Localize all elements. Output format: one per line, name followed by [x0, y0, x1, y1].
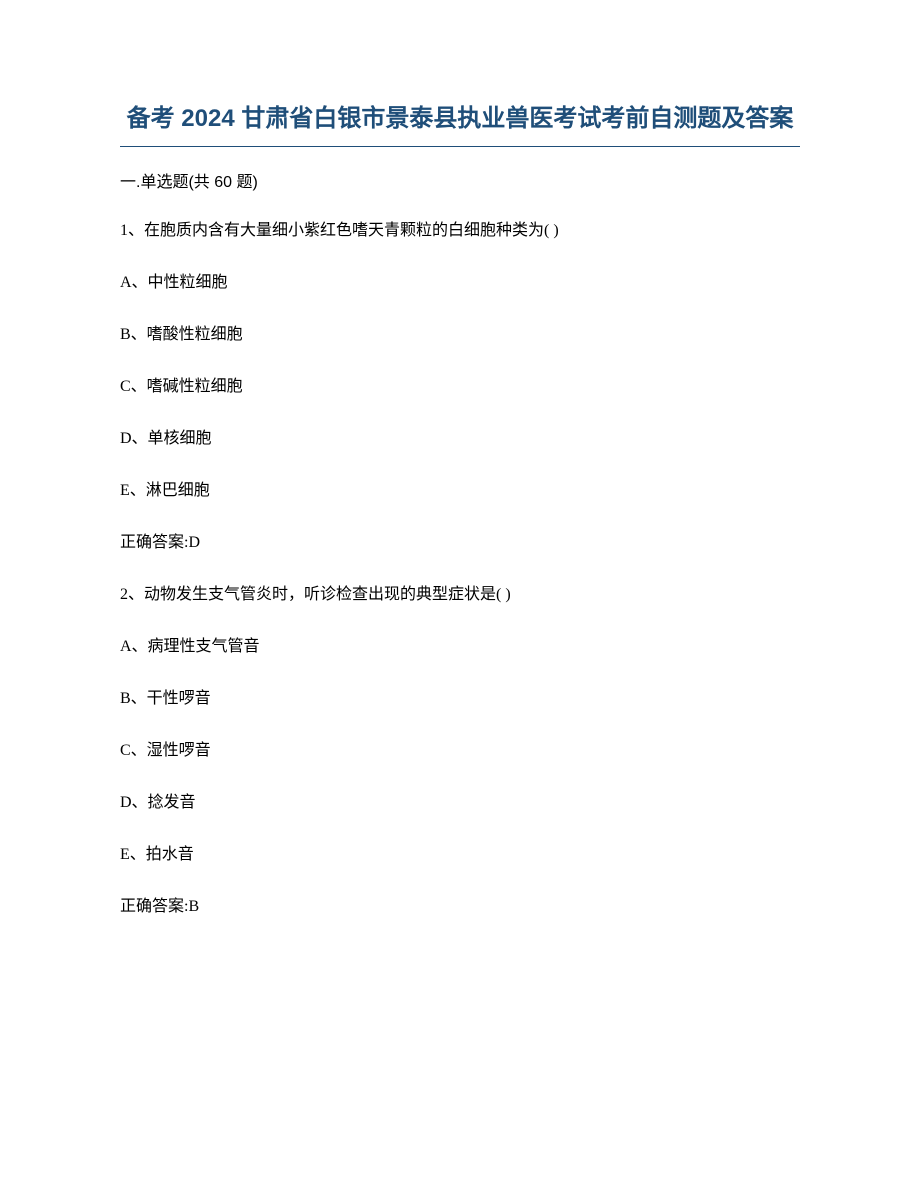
option-c: C、湿性啰音 [120, 739, 800, 763]
answer-text: 正确答案:D [120, 531, 800, 555]
question-text: 1、在胞质内含有大量细小紫红色嗜天青颗粒的白细胞种类为( ) [120, 219, 800, 243]
option-a: A、中性粒细胞 [120, 271, 800, 295]
document-title: 备考 2024 甘肃省白银市景泰县执业兽医考试考前自测题及答案 [120, 100, 800, 138]
question-1: 1、在胞质内含有大量细小紫红色嗜天青颗粒的白细胞种类为( ) A、中性粒细胞 B… [120, 219, 800, 555]
section-header: 一.单选题(共 60 题) [120, 171, 800, 195]
option-b: B、干性啰音 [120, 687, 800, 711]
question-number: 1、 [120, 222, 144, 239]
option-b: B、嗜酸性粒细胞 [120, 323, 800, 347]
question-2: 2、动物发生支气管炎时，听诊检查出现的典型症状是( ) A、病理性支气管音 B、… [120, 583, 800, 919]
option-a: A、病理性支气管音 [120, 635, 800, 659]
question-text: 2、动物发生支气管炎时，听诊检查出现的典型症状是( ) [120, 583, 800, 607]
title-divider [120, 146, 800, 147]
question-stem: 动物发生支气管炎时，听诊检查出现的典型症状是( ) [144, 586, 511, 603]
question-stem: 在胞质内含有大量细小紫红色嗜天青颗粒的白细胞种类为( ) [144, 222, 559, 239]
option-e: E、淋巴细胞 [120, 479, 800, 503]
answer-text: 正确答案:B [120, 895, 800, 919]
option-d: D、捻发音 [120, 791, 800, 815]
option-d: D、单核细胞 [120, 427, 800, 451]
option-e: E、拍水音 [120, 843, 800, 867]
question-number: 2、 [120, 586, 144, 603]
option-c: C、嗜碱性粒细胞 [120, 375, 800, 399]
